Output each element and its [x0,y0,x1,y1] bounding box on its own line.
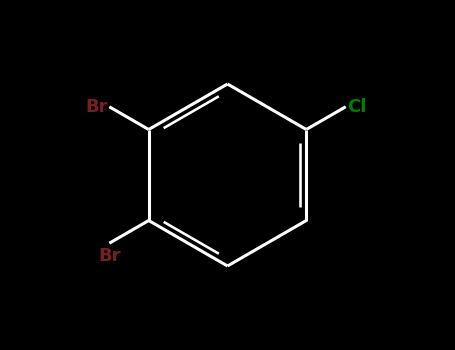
Text: Br: Br [85,98,107,116]
Text: Br: Br [98,247,121,265]
Text: Cl: Cl [348,98,367,116]
